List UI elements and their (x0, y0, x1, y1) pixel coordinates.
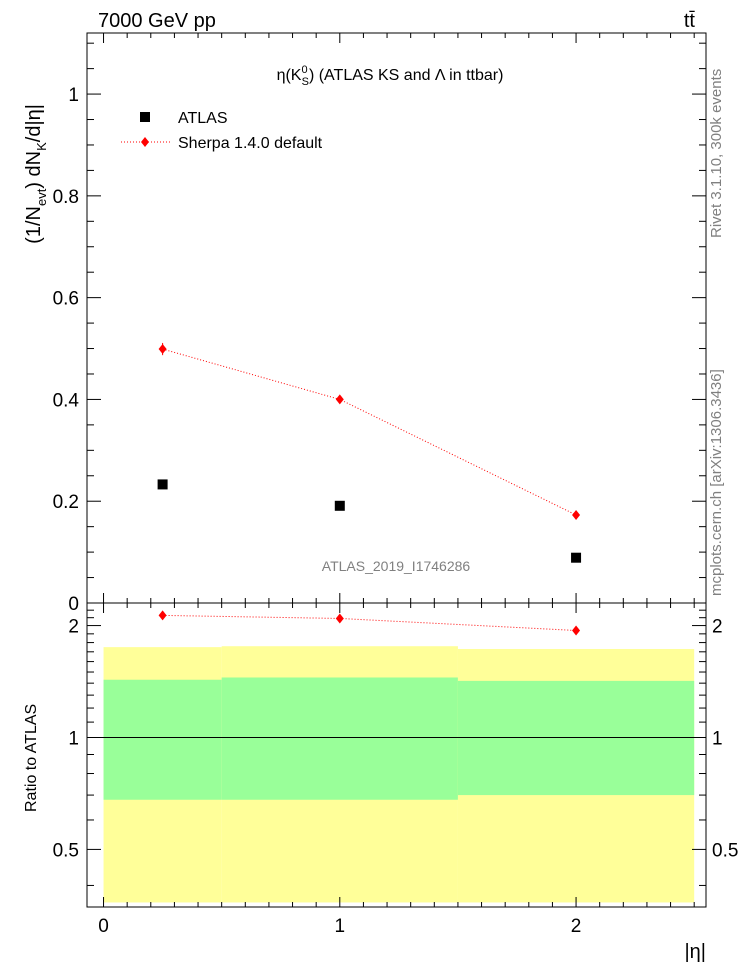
ratio-y-tick-label: 1 (68, 728, 79, 749)
y-tick-label: 0.2 (53, 492, 79, 513)
main-title: η(K0 S) (ATLAS KS and Λ in ttbar) (277, 64, 504, 88)
ratio-sherpa-line (162, 614, 577, 631)
x-tick-label: 0 (98, 916, 109, 937)
x-axis-label: |η| (684, 941, 706, 963)
ratio-y-tick-label: 2 (712, 617, 723, 638)
y-tick-label: 0.4 (53, 390, 80, 411)
analysis-watermark: ATLAS_2019_I1746286 (322, 558, 471, 574)
x-tick-label: 2 (571, 916, 582, 937)
x-tick-label: 1 (335, 916, 346, 937)
y-tick-label: 0 (68, 594, 79, 615)
ratio-y-tick-label: 1 (712, 728, 723, 749)
sherpa-line (162, 348, 577, 516)
sherpa-data-point (158, 344, 167, 355)
ratio-y-tick-label: 0.5 (53, 840, 79, 861)
atlas-data-point (157, 479, 168, 490)
y-tick-label: 0.8 (53, 187, 79, 208)
ratio-y-tick-label: 0.5 (712, 840, 738, 861)
atlas-data-point (571, 552, 582, 563)
process-label: tt̄ (684, 10, 696, 32)
y-tick-label: 1 (68, 85, 79, 106)
legend-atlas-marker (140, 112, 150, 122)
ratio-sherpa-point (158, 610, 167, 621)
main-y-axis-label: (1/Nevt) dNK/d|η| (23, 104, 49, 244)
ratio-y-tick-label: 2 (68, 617, 79, 638)
y-tick-label: 0.6 (53, 289, 79, 310)
legend-sherpa-marker (141, 137, 149, 147)
main-plot: 0 0.2 0.4 0.6 0.8 1 ATLAS Sherpa 1.4.0 default (53, 32, 707, 615)
energy-label: 7000 GeV pp (98, 10, 216, 32)
rivet-label: Rivet 3.1.10, 300k events (708, 69, 725, 238)
ratio-sherpa-point (572, 625, 581, 636)
atlas-data-point (334, 500, 345, 511)
sherpa-data-point (335, 394, 344, 405)
ratio-y-axis-label: Ratio to ATLAS (23, 704, 40, 812)
legend-sherpa-label: Sherpa 1.4.0 default (178, 135, 323, 152)
uncertainty-band-green (103, 679, 222, 800)
ratio-plot: 0 1 2 0.5 0.5 1 1 2 2 (53, 602, 738, 937)
legend-atlas-label: ATLAS (178, 110, 228, 127)
mcplots-label: mcplots.cern.ch [arXiv:1306.3436] (708, 369, 725, 596)
uncertainty-band-green (221, 677, 458, 800)
sherpa-data-point (572, 509, 581, 520)
ratio-sherpa-point (335, 613, 344, 624)
legend: ATLAS Sherpa 1.4.0 default (121, 110, 323, 152)
